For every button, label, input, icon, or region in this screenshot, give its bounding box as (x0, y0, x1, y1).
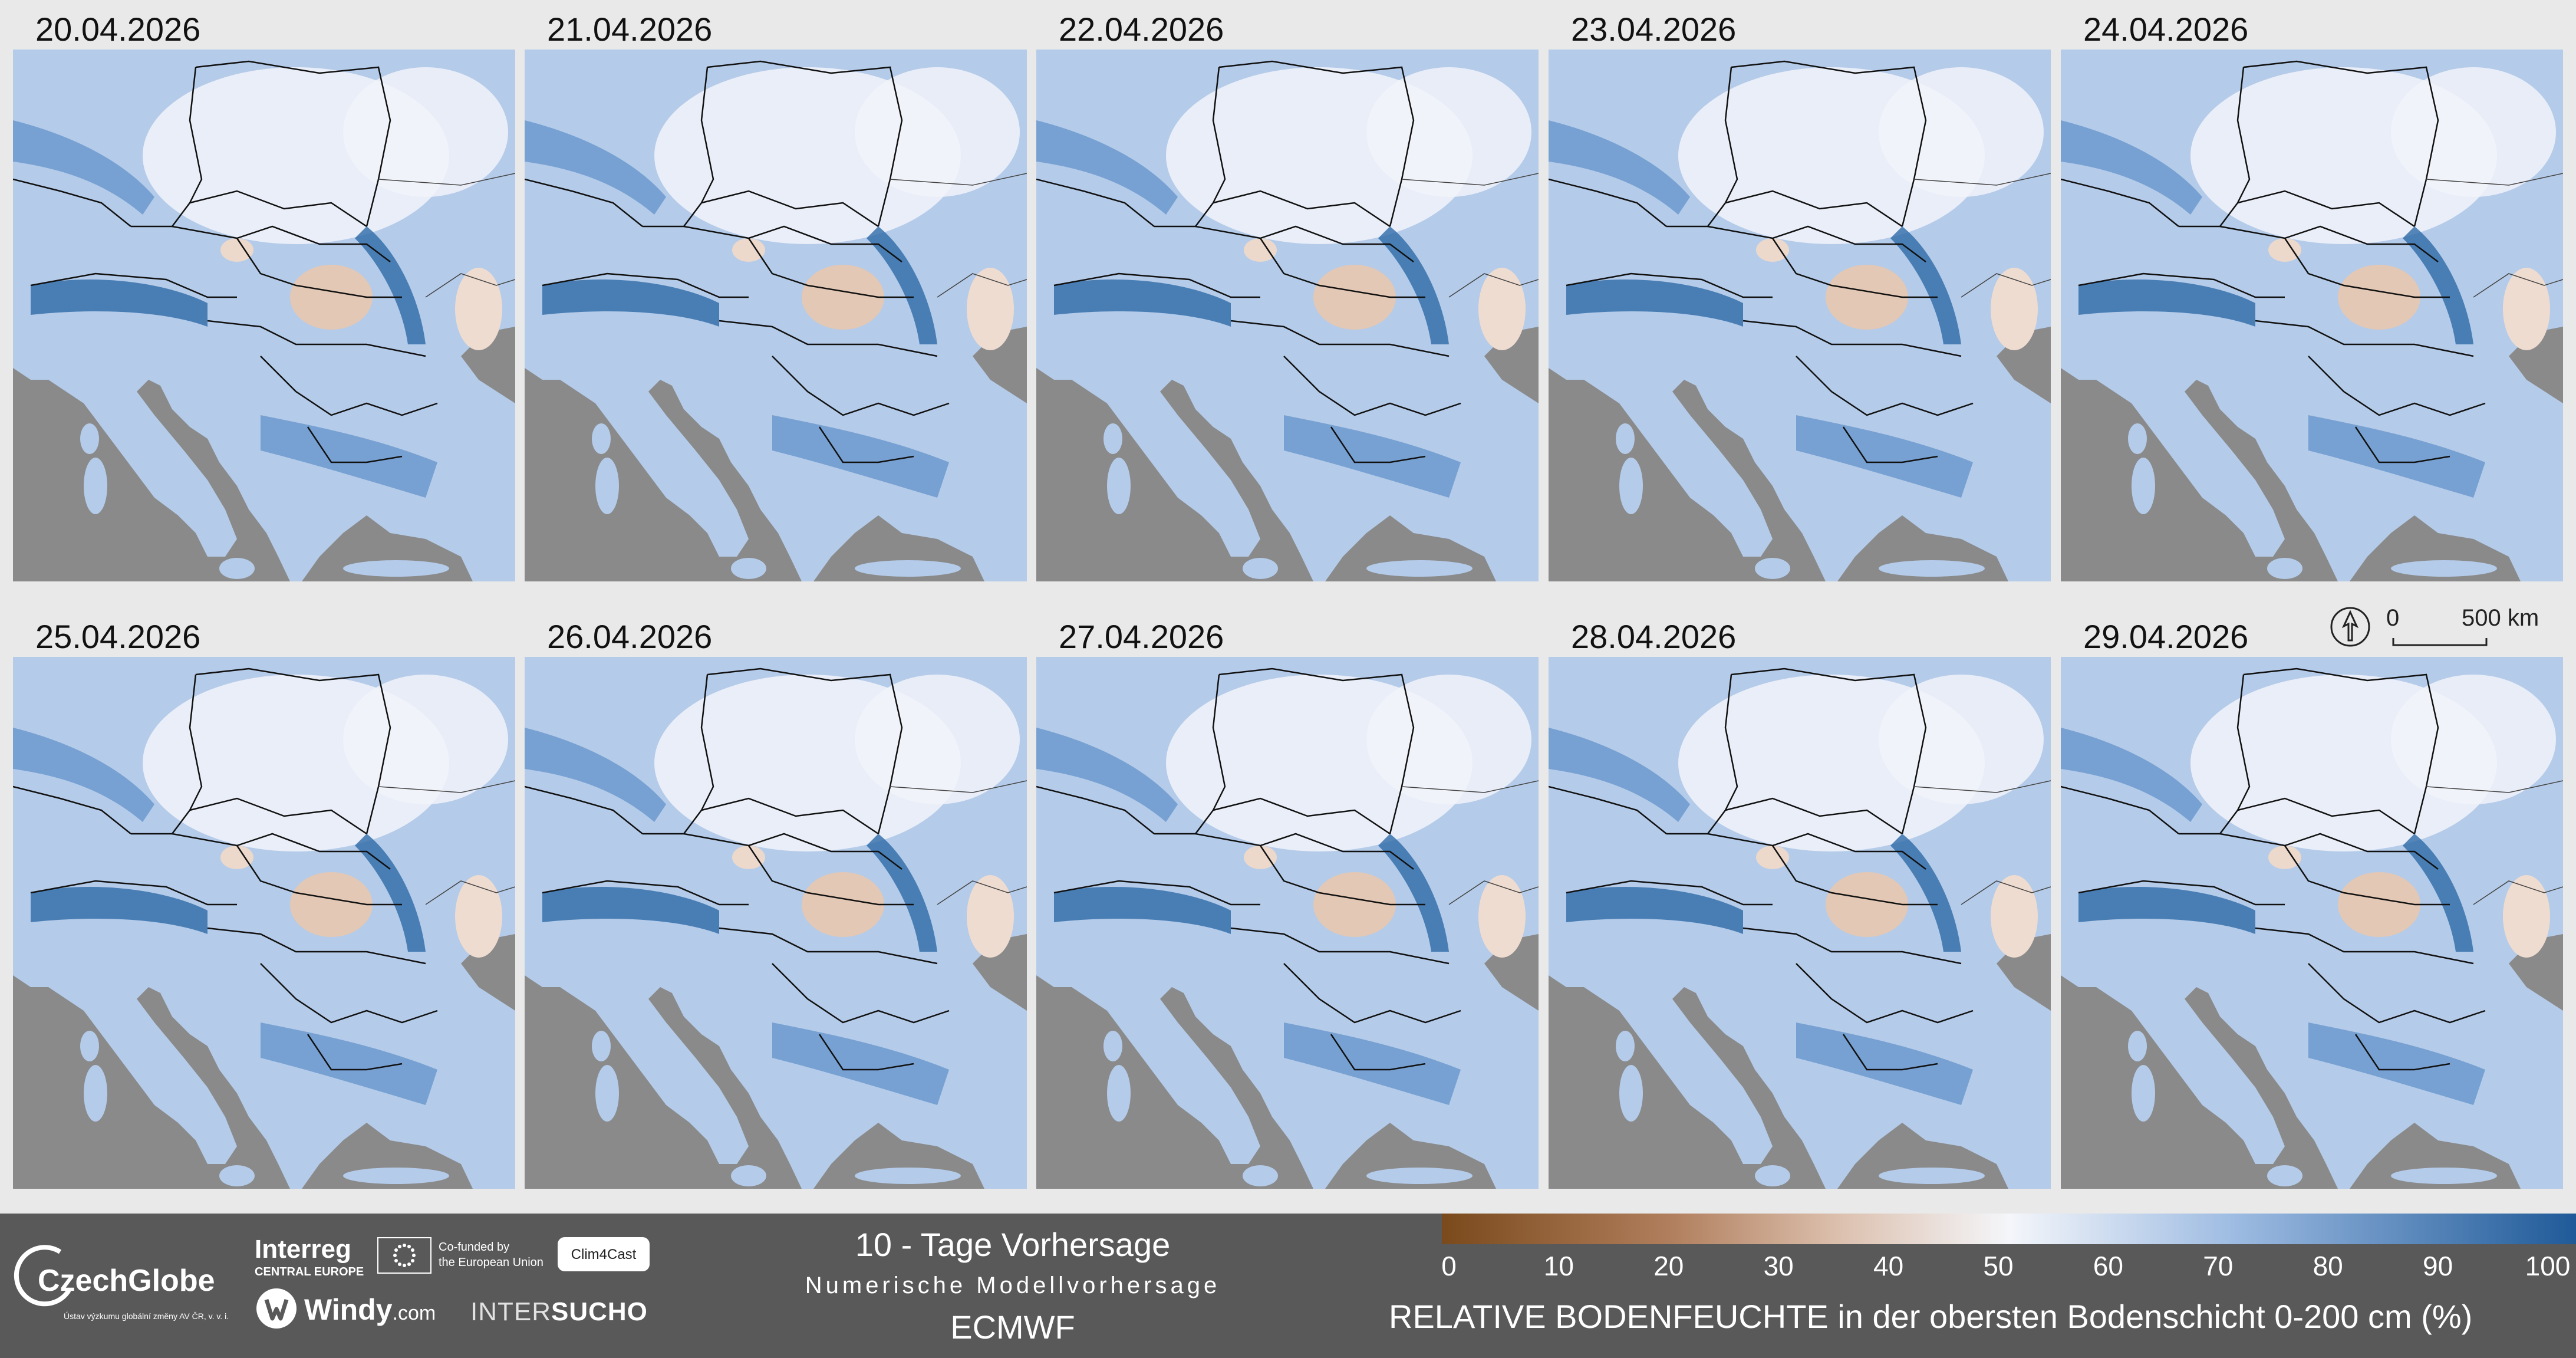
panel-date: 28.04.2026 (1571, 618, 1737, 655)
legend-title: RELATIVE BODENFEUCHTE in der obersten Bo… (1389, 1298, 2473, 1335)
interreg-subtitle: CENTRAL EUROPE (255, 1265, 364, 1278)
north-arrow-icon (2330, 607, 2370, 647)
windy-logo-text: Windy.com (304, 1293, 436, 1327)
czechglobe-logo-icon (14, 1245, 71, 1307)
forecast-title: 10 - Tage Vorhersage (855, 1226, 1171, 1263)
soil-moisture-map (1549, 657, 2051, 1189)
czechglobe-logo-text: CzechGlobe (38, 1264, 215, 1298)
clim4cast-badge: Clim4Cast (558, 1237, 650, 1271)
panel-date: 29.04.2026 (2083, 618, 2249, 655)
legend-color-bar (1442, 1214, 2576, 1244)
legend-tick-label: 100 (2525, 1251, 2571, 1281)
legend-tick-label: 70 (2203, 1251, 2234, 1281)
czechglobe-subtitle: Ústav výzkumu globální změny AV ČR, v. v… (64, 1311, 229, 1321)
cofunded-line1: Co-funded by (439, 1241, 510, 1254)
legend-tick-label: 0 (1441, 1251, 1457, 1281)
panel-date: 24.04.2026 (2083, 11, 2249, 48)
interreg-logo-text: Interreg (255, 1235, 351, 1264)
windy-suffix: .com (392, 1302, 436, 1324)
legend-tick-label: 90 (2423, 1251, 2453, 1281)
forecast-subtitle: Numerische Modellvorhersage (805, 1272, 1221, 1298)
soil-moisture-map (525, 657, 1027, 1189)
panel-date: 22.04.2026 (1059, 11, 1224, 48)
scale-bar (2392, 638, 2488, 646)
soil-moisture-map (13, 657, 515, 1189)
cofunded-line2: the European Union (439, 1256, 543, 1269)
scale-zero-label: 0 (2386, 605, 2400, 631)
intersucho-sucho: SUCHO (551, 1297, 648, 1326)
intersucho-logo-text: INTERSUCHO (470, 1297, 648, 1327)
scale-distance-label: 500 km (2462, 605, 2539, 631)
legend-tick-label: 30 (1763, 1251, 1794, 1281)
soil-moisture-map (1036, 50, 1539, 581)
panel-date: 21.04.2026 (547, 11, 713, 48)
soil-moisture-map (2061, 657, 2563, 1189)
windy-name: Windy (304, 1293, 393, 1326)
forecast-model: ECMWF (950, 1308, 1075, 1346)
panel-date: 23.04.2026 (1571, 11, 1737, 48)
panel-date: 20.04.2026 (35, 11, 201, 48)
legend-tick-label: 40 (1873, 1251, 1904, 1281)
soil-moisture-map (525, 50, 1027, 581)
legend-tick-label: 50 (1983, 1251, 2014, 1281)
soil-moisture-map (1549, 50, 2051, 581)
intersucho-inter: INTER (470, 1297, 551, 1326)
legend-tick-label: 20 (1653, 1251, 1684, 1281)
soil-moisture-map (2061, 50, 2563, 581)
map-scale: 0 500 km (2328, 605, 2564, 652)
panel-date: 27.04.2026 (1059, 618, 1224, 655)
eu-flag-icon (377, 1237, 431, 1274)
soil-moisture-map (1036, 657, 1539, 1189)
soil-moisture-map (13, 50, 515, 581)
clim4cast-logo-text: Clim4Cast (571, 1247, 637, 1262)
panel-date: 25.04.2026 (35, 618, 201, 655)
panel-date: 26.04.2026 (547, 618, 713, 655)
legend-tick-label: 80 (2313, 1251, 2343, 1281)
windy-logo-icon (256, 1288, 297, 1329)
legend-tick-label: 10 (1543, 1251, 1574, 1281)
legend-tick-label: 60 (2093, 1251, 2123, 1281)
